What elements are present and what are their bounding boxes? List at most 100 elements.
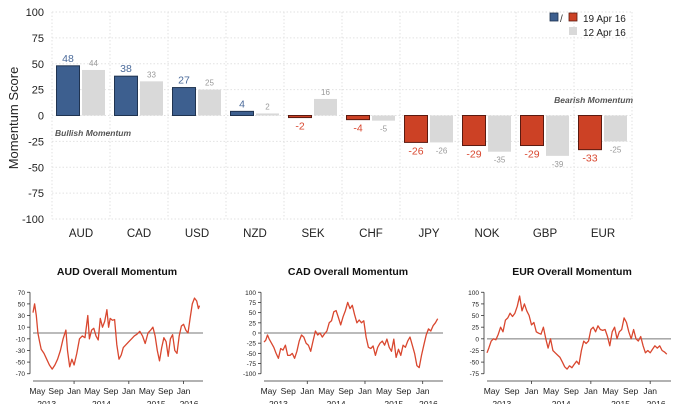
y-tick-label: -50 xyxy=(470,360,480,367)
x-year-label: 2014 xyxy=(327,399,346,404)
y-tick-label: -75 xyxy=(247,361,257,368)
data-label-current: -4 xyxy=(353,123,362,135)
data-label-current: 48 xyxy=(62,53,74,65)
y-tick-label: 25 xyxy=(472,325,480,332)
x-tick-label: Jan xyxy=(122,386,136,396)
y-tick-label: -75 xyxy=(470,371,480,378)
bar-current-jpy xyxy=(404,115,428,143)
legend-swatch-previous xyxy=(569,27,577,35)
y-tick-label: 50 xyxy=(249,310,257,317)
y-tick-label: 70 xyxy=(18,290,26,297)
data-label-current: -29 xyxy=(524,149,539,161)
x-tick-label: Sep xyxy=(564,386,579,396)
y-tick-label: -50 xyxy=(16,360,26,367)
x-tick-label: Sep xyxy=(158,386,173,396)
eur-chart-title: EUR Overall Momentum xyxy=(512,266,632,278)
legend-swatch-bullish xyxy=(549,12,559,22)
x-tick-label: Jan xyxy=(300,386,314,396)
bar-previous-usd xyxy=(198,89,221,116)
y-tick-label: -50 xyxy=(247,351,257,358)
x-tick-label: Jan xyxy=(358,386,372,396)
x-tick-label: Jan xyxy=(643,386,657,396)
y-tick-label: 100 xyxy=(26,7,44,19)
x-tick-label: USD xyxy=(185,228,209,240)
x-year-label: 2016 xyxy=(419,399,438,404)
x-tick-label: May xyxy=(484,386,501,396)
eur-momentum-chart: EUR Overall Momentum 100 75 50 25 0 -25 -50 -75… xyxy=(468,266,671,404)
bar-previous-jpy xyxy=(430,115,453,143)
x-tick-label: May xyxy=(318,386,335,396)
x-tick-label: May xyxy=(543,386,560,396)
y-tick-label: 10 xyxy=(18,325,26,332)
data-label-previous: -39 xyxy=(552,160,564,169)
bullish-annotation: Bullish Momentum xyxy=(55,128,131,138)
bar-previous-nzd xyxy=(256,113,279,116)
data-label-previous: 44 xyxy=(89,59,98,68)
y-tick-label: 100 xyxy=(245,290,256,297)
y-tick-label: 50 xyxy=(18,301,26,308)
data-label-current: -33 xyxy=(582,153,597,165)
x-year-label: 2014 xyxy=(552,399,571,404)
x-tick-label: CHF xyxy=(359,228,383,240)
y-tick-label: 75 xyxy=(249,300,257,307)
x-tick-label: Jan xyxy=(67,386,81,396)
x-tick-label: SEK xyxy=(301,228,324,240)
x-tick-label: GBP xyxy=(533,228,558,240)
x-tick-label: JPY xyxy=(418,228,439,240)
x-year-label: 2016 xyxy=(180,399,199,404)
bar-current-chf xyxy=(346,115,370,121)
x-tick-label: Jan xyxy=(584,386,598,396)
y-tick-label: 75 xyxy=(32,33,44,45)
data-label-current: 4 xyxy=(239,98,245,110)
y-tick-label: 0 xyxy=(38,111,44,123)
data-label-previous: -35 xyxy=(494,156,506,165)
y-tick-label: -75 xyxy=(28,188,44,200)
cad-momentum-chart: CAD Overall Momentum 100 75 50 25 0 -25 -50 -75… xyxy=(243,266,443,404)
bar-previous-cad xyxy=(140,81,163,116)
x-tick-label: Jan xyxy=(177,386,191,396)
bar-previous-nok xyxy=(488,115,511,152)
y-tick-label: 100 xyxy=(468,290,479,297)
y-tick-label: 30 xyxy=(18,313,26,320)
x-tick-label: May xyxy=(602,386,619,396)
x-tick-label: May xyxy=(29,386,46,396)
data-label-current: -26 xyxy=(408,145,423,157)
y-axis-label: Momentum Score xyxy=(6,67,21,170)
x-year-label: 2014 xyxy=(92,399,111,404)
bar-previous-eur xyxy=(604,115,627,142)
y-tick-label: -10 xyxy=(16,336,26,343)
x-tick-label: NOK xyxy=(475,228,500,240)
x-tick-label: Sep xyxy=(103,386,118,396)
data-label-previous: 16 xyxy=(321,88,330,97)
x-year-label: 2015 xyxy=(611,399,630,404)
x-tick-label: May xyxy=(261,386,278,396)
x-tick-label: May xyxy=(139,386,156,396)
bar-previous-gbp xyxy=(546,115,569,156)
data-label-previous: -26 xyxy=(436,146,448,155)
momentum-bar-chart: 100 75 50 25 0 -25 -50 -75 -100 Momentum Score 4… xyxy=(6,7,633,240)
y-tick-label: -70 xyxy=(16,371,26,378)
bar-previous-sek xyxy=(314,98,337,116)
y-tick-label: -25 xyxy=(28,136,44,148)
x-tick-label: AUD xyxy=(69,228,93,240)
data-label-previous: -5 xyxy=(380,125,388,134)
legend-swatch-bearish xyxy=(568,12,578,22)
y-tick-label: -30 xyxy=(16,348,26,355)
x-year-label: 2015 xyxy=(147,399,166,404)
bars: 48 44 38 33 27 25 4 2 -2 16 -4 -5 -26 -26 -29 -35 -29 -39… xyxy=(56,53,627,169)
series-line-eur xyxy=(486,295,668,370)
data-label-previous: 33 xyxy=(147,70,156,79)
bar-current-nzd xyxy=(230,110,254,117)
data-label-previous: 25 xyxy=(205,79,214,88)
series-line-cad xyxy=(263,301,439,369)
bar-current-gbp xyxy=(520,115,544,147)
x-tick-label: Sep xyxy=(504,386,519,396)
y-tick-label: -100 xyxy=(243,371,256,378)
y-tick-label: 0 xyxy=(252,331,256,338)
y-tick-label: 25 xyxy=(32,85,44,97)
data-label-current: -2 xyxy=(295,121,304,133)
x-tick-label: Sep xyxy=(338,386,353,396)
x-tick-label: Jan xyxy=(416,386,430,396)
series-line-aud xyxy=(32,297,201,370)
x-year-label: 2015 xyxy=(384,399,403,404)
